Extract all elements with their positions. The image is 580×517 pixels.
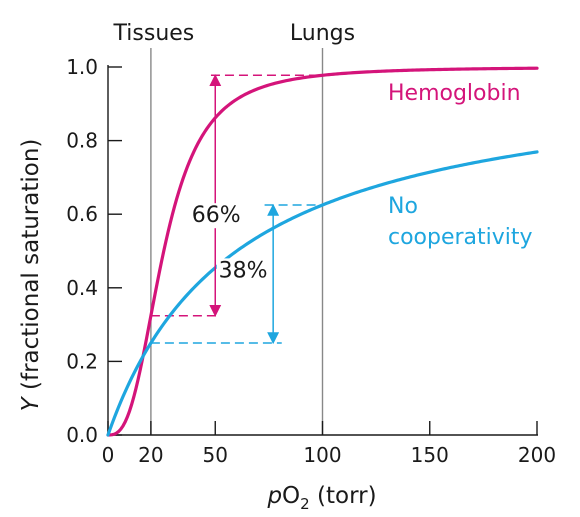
x-tick-label: 0	[102, 443, 115, 467]
change-arrows	[209, 74, 280, 345]
no-cooperativity-change-percent: 38%	[219, 258, 268, 283]
y-tick-label: 0.2	[66, 349, 98, 373]
x-axis-label: pO2 (torr)	[266, 483, 376, 513]
y-tick-label: 0.4	[66, 276, 98, 300]
tissues-label: Tissues	[113, 21, 195, 46]
hemoglobin-change-percent: 66%	[192, 203, 241, 228]
x-axis-label-subscript: 2	[300, 495, 310, 513]
y-axis-label-text: (fractional saturation)	[18, 139, 44, 398]
x-tick-label: 50	[203, 443, 228, 467]
hemoglobin-curve	[106, 66, 539, 437]
percent-label-background	[216, 258, 270, 284]
y-tick-label: 0.8	[66, 129, 98, 153]
no-cooperativity-curve	[106, 150, 539, 437]
lungs-label: Lungs	[290, 21, 355, 46]
region-reference-lines	[150, 48, 324, 435]
y-tick-label: 1.0	[66, 55, 98, 79]
x-tick-label: 150	[411, 443, 449, 467]
x-tick-label: 200	[518, 443, 556, 467]
curves	[106, 66, 539, 437]
no-cooperativity-label-line1: No	[388, 194, 418, 219]
y-tick-label: 0.0	[66, 423, 98, 447]
x-axis-label-p: p	[266, 483, 282, 509]
x-axis-label-o: O	[282, 483, 300, 509]
x-axis-label-unit: (torr)	[310, 483, 377, 509]
x-tick-label: 20	[138, 443, 163, 467]
percent-label-background	[189, 203, 243, 229]
y-axis-label: Y (fractional saturation)	[18, 139, 44, 412]
y-axis-label-variable: Y	[18, 395, 44, 411]
x-tick-label: 100	[303, 443, 341, 467]
ticks: 0.0 0.2 0.4 0.6 0.8 1.0 0 20 50 100 150 200	[66, 55, 556, 467]
no-cooperativity-label-line2: cooperativity	[388, 225, 533, 250]
hemoglobin-series-label: Hemoglobin	[388, 81, 521, 106]
y-tick-label: 0.6	[66, 202, 98, 226]
dashed-guides	[150, 74, 323, 344]
